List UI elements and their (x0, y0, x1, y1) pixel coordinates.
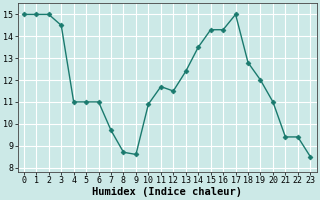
X-axis label: Humidex (Indice chaleur): Humidex (Indice chaleur) (92, 186, 242, 197)
